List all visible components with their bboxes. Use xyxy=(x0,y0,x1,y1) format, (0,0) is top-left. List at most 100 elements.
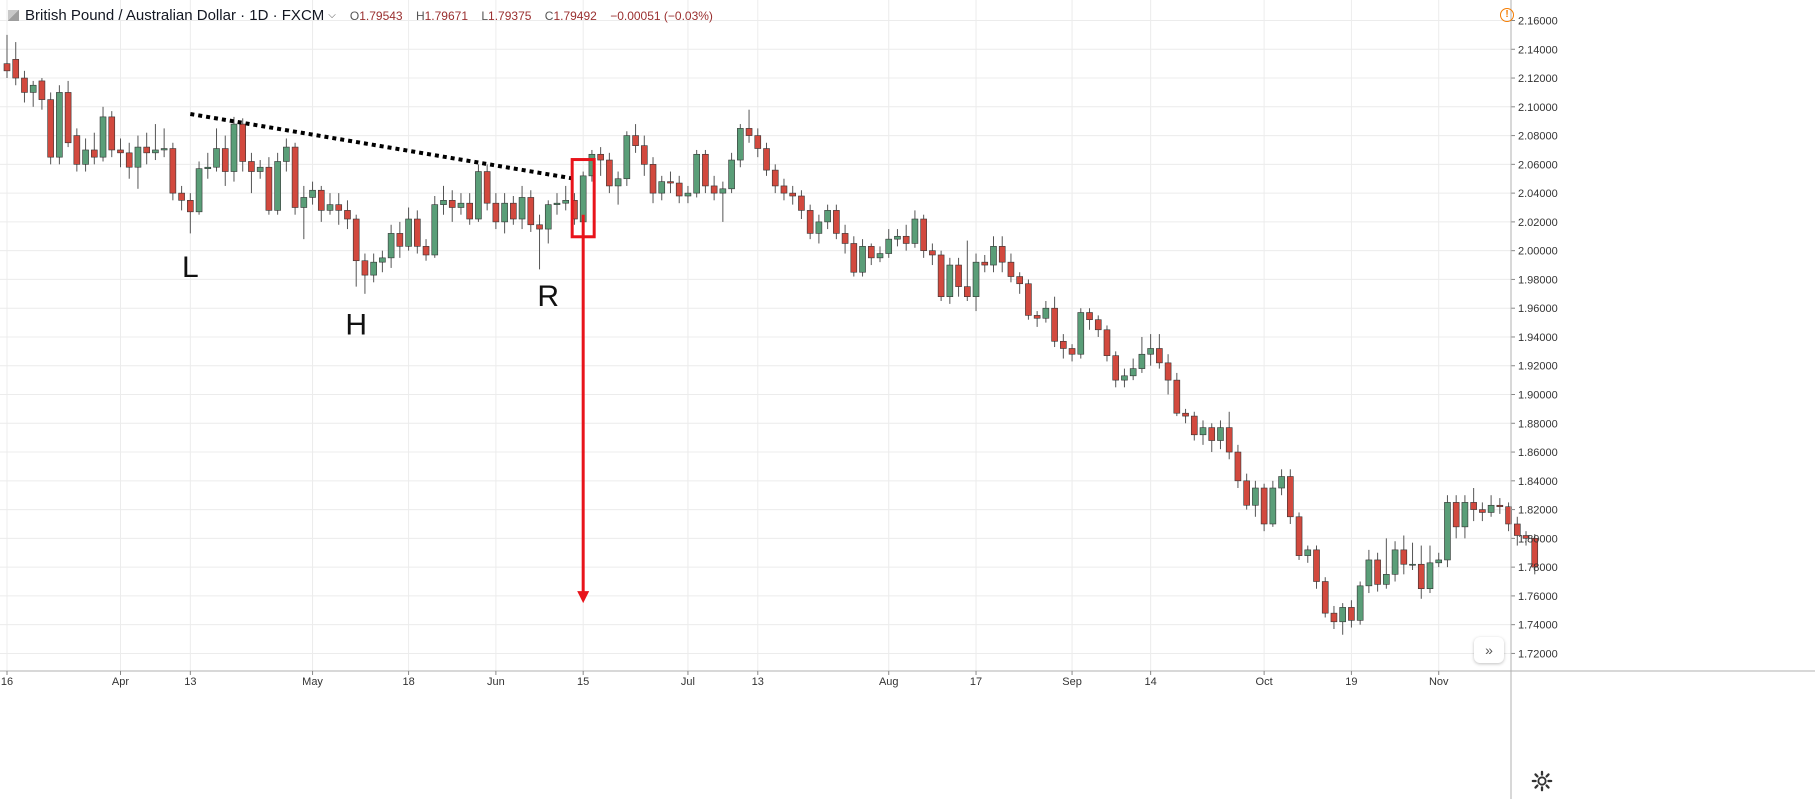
candle-body xyxy=(1374,559,1381,585)
candle-body xyxy=(632,135,639,146)
time-tick-label: 14 xyxy=(1145,676,1157,688)
candle-down xyxy=(702,149,709,194)
candle-up xyxy=(1391,541,1399,582)
price-tick-label: 2.14000 xyxy=(1518,44,1558,56)
candle-up xyxy=(195,161,203,215)
candle-body xyxy=(178,192,185,201)
candle-up xyxy=(300,185,308,240)
candle-up xyxy=(544,200,552,244)
candle-down xyxy=(1400,535,1408,575)
candle-down xyxy=(1479,502,1486,522)
candle-down xyxy=(1112,351,1120,388)
candle-down xyxy=(1156,334,1163,369)
candle-body xyxy=(623,135,631,180)
candle-body xyxy=(1304,549,1312,556)
time-tick-label: 13 xyxy=(184,676,196,688)
candle-up xyxy=(405,207,412,251)
candle-body xyxy=(152,149,159,154)
candle-down xyxy=(1086,308,1093,330)
candle-body xyxy=(370,261,377,276)
candle-body xyxy=(317,189,325,211)
symbol-icon xyxy=(8,10,19,21)
change-value: −0.00051 (−0.03%) xyxy=(610,8,713,23)
time-tick-label: Nov xyxy=(1429,676,1449,688)
candle-down xyxy=(640,135,648,176)
candle-body xyxy=(806,210,814,234)
candle-body xyxy=(937,254,945,297)
candle-down xyxy=(1164,354,1172,395)
candle-up xyxy=(431,195,439,258)
candle-up xyxy=(824,204,831,230)
candle-down xyxy=(1522,531,1530,546)
candle-body xyxy=(946,264,954,297)
candle-body xyxy=(693,153,700,194)
candle-up xyxy=(501,193,508,234)
price-axis[interactable]: 2.16000 2.14000 2.12000 2.10000 2.08000 2.060… xyxy=(1510,0,1558,799)
annotation-layer: L H R xyxy=(182,112,596,604)
candle-body xyxy=(239,123,247,162)
candle-body xyxy=(1278,476,1285,489)
candle-body xyxy=(431,204,439,256)
candle-body xyxy=(798,195,805,211)
candle-up xyxy=(370,253,377,283)
candle-body xyxy=(867,246,875,259)
exclamation-icon[interactable]: ! xyxy=(1500,8,1514,22)
candle-body xyxy=(998,246,1006,263)
candle-down xyxy=(929,243,936,266)
high-label: H xyxy=(415,8,425,23)
candle-body xyxy=(1348,607,1355,621)
candle-body xyxy=(1400,549,1408,565)
candle-body xyxy=(1391,549,1399,575)
time-axis[interactable]: 16 Apr 13 May 18 Jun 15 Jul 13 Aug 17 Sep 14 Oct 19 Nov xyxy=(0,670,1815,688)
candle-up xyxy=(283,138,290,172)
candle-body xyxy=(1452,502,1460,528)
double-chevron-right-icon[interactable]: » xyxy=(1474,637,1504,663)
candle-body xyxy=(894,235,901,240)
candle-down xyxy=(3,34,11,79)
candle-down xyxy=(248,152,255,194)
candle-up xyxy=(894,229,901,247)
candle-down xyxy=(265,157,273,215)
candle-body xyxy=(990,246,997,266)
candle-down xyxy=(1313,545,1320,589)
candle-down xyxy=(667,171,674,194)
candle-down xyxy=(221,135,229,186)
candle-body xyxy=(1182,412,1189,417)
candle-up xyxy=(1461,495,1469,539)
candle-body xyxy=(230,123,238,172)
chevron-down-icon[interactable]: ⌵ xyxy=(328,10,336,21)
price-tick-label: 2.00000 xyxy=(1518,246,1558,258)
candle-up xyxy=(134,135,142,189)
candle-body xyxy=(789,192,797,197)
candle-down xyxy=(920,214,927,258)
candle-down xyxy=(649,157,657,204)
candle-body xyxy=(1164,362,1172,381)
candle-body xyxy=(1199,427,1207,436)
candle-body xyxy=(1435,559,1443,564)
symbol-title[interactable]: British Pound / Australian Dollar · 1D ·… xyxy=(25,7,325,24)
candle-up xyxy=(990,236,997,273)
candle-body xyxy=(614,178,622,187)
gear-icon[interactable] xyxy=(1531,770,1553,792)
candle-body xyxy=(125,152,133,168)
candle-down xyxy=(675,175,683,204)
chart-header: British Pound / Australian Dollar · 1D ·… xyxy=(8,7,713,24)
candle-body xyxy=(728,159,735,190)
candle-up xyxy=(160,128,168,158)
candle-body xyxy=(169,148,177,194)
candle-up xyxy=(614,171,622,205)
price-tick-label: 1.74000 xyxy=(1518,620,1558,632)
open-label: O xyxy=(349,8,360,23)
candle-body xyxy=(1094,319,1102,331)
candle-up xyxy=(658,175,666,201)
price-tick-label: 1.80000 xyxy=(1518,533,1558,545)
price-tick-label: 2.02000 xyxy=(1518,217,1558,229)
price-tick-label: 1.90000 xyxy=(1518,390,1558,402)
candle-down xyxy=(492,193,500,230)
candle-down xyxy=(1103,325,1111,362)
candle-down xyxy=(143,132,150,165)
candle-down xyxy=(73,128,81,172)
candle-down xyxy=(414,210,421,254)
candle-body xyxy=(475,171,482,220)
